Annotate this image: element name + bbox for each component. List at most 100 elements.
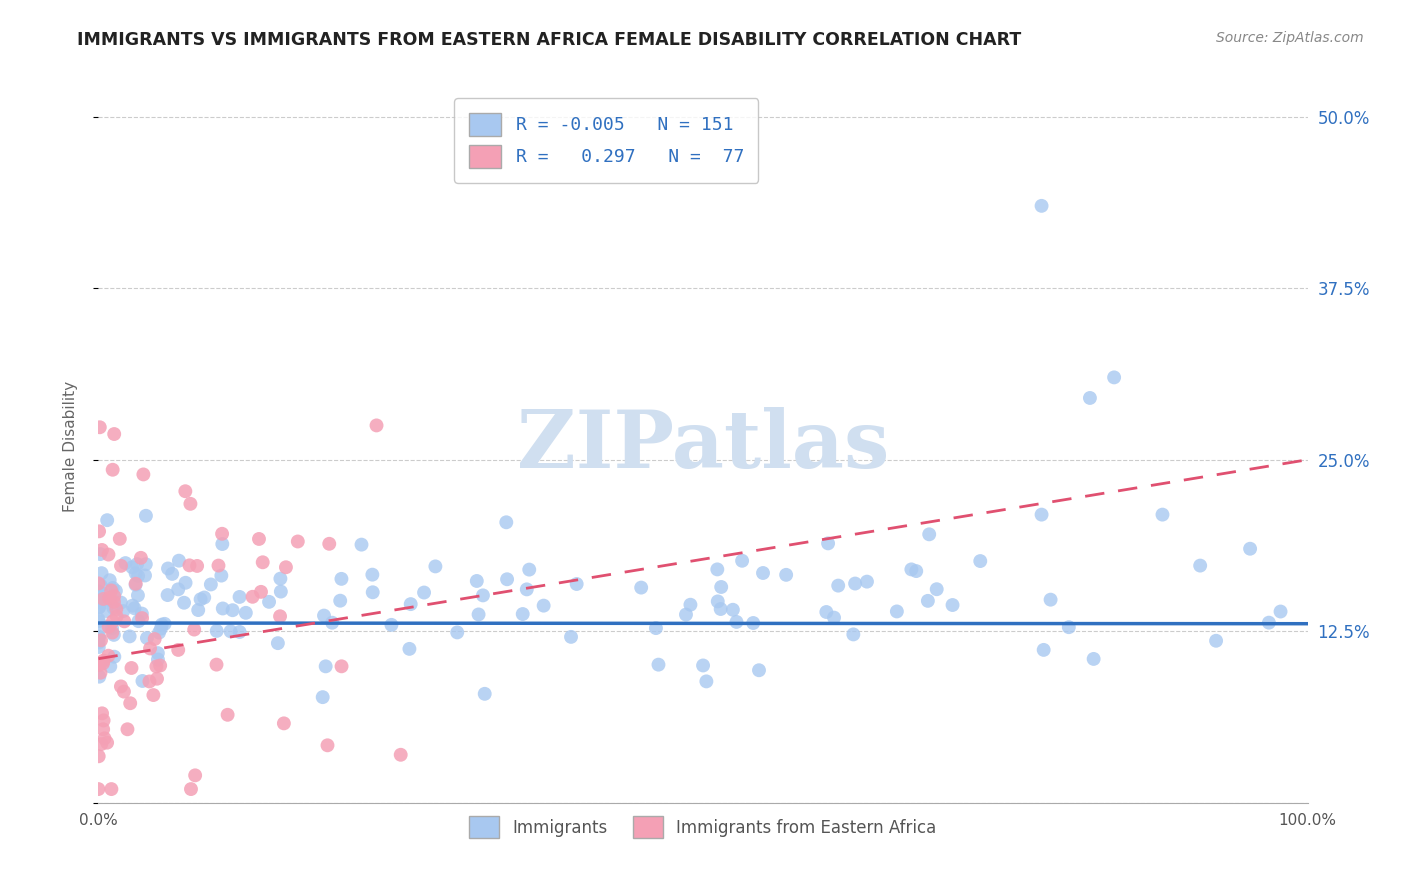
Point: [517, 563, 540, 577]
Point: [98, 659, 121, 673]
Point: [156, 588, 179, 602]
Point: [110, 558, 132, 573]
Point: [124, 577, 146, 591]
Point: [269, 609, 291, 624]
Point: [495, 516, 517, 530]
Point: [90, 578, 112, 592]
Point: [1039, 592, 1062, 607]
Point: [710, 580, 733, 594]
Point: [187, 603, 209, 617]
Point: [1239, 541, 1261, 556]
Point: [103, 628, 125, 642]
Point: [742, 615, 765, 630]
Point: [98, 591, 121, 606]
Point: [695, 674, 717, 689]
Point: [96, 513, 118, 527]
Point: [153, 616, 176, 631]
Point: [630, 581, 652, 595]
Point: [856, 574, 879, 589]
Point: [533, 599, 555, 613]
Point: [89, 596, 111, 610]
Point: [1257, 615, 1279, 630]
Point: [112, 604, 135, 618]
Point: [827, 579, 849, 593]
Point: [146, 672, 169, 686]
Point: [823, 610, 845, 624]
Point: [167, 582, 190, 597]
Point: [186, 558, 208, 573]
Point: [135, 558, 157, 572]
Point: [228, 590, 250, 604]
Point: [96, 736, 118, 750]
Point: [91, 543, 114, 558]
Point: [149, 658, 172, 673]
Point: [645, 621, 668, 635]
Point: [129, 550, 152, 565]
Point: [905, 564, 928, 578]
Point: [90, 586, 112, 600]
Point: [98, 573, 121, 587]
Point: [89, 670, 111, 684]
Point: [748, 663, 770, 677]
Point: [89, 547, 111, 561]
Point: [465, 574, 488, 588]
Point: [87, 630, 110, 644]
Point: [121, 560, 143, 574]
Point: [209, 568, 232, 582]
Point: [93, 619, 115, 633]
Point: [312, 608, 335, 623]
Point: [1152, 508, 1174, 522]
Point: [1032, 643, 1054, 657]
Point: [270, 584, 292, 599]
Point: [139, 641, 162, 656]
Point: [399, 597, 422, 611]
Point: [103, 595, 125, 609]
Point: [321, 615, 343, 630]
Point: [516, 582, 538, 597]
Point: [108, 532, 131, 546]
Point: [89, 665, 111, 680]
Point: [167, 643, 190, 657]
Point: [87, 614, 110, 628]
Point: [87, 630, 110, 644]
Point: [142, 688, 165, 702]
Point: [160, 566, 183, 581]
Point: [87, 749, 110, 764]
Point: [112, 684, 135, 698]
Point: [380, 618, 402, 632]
Point: [105, 602, 128, 616]
Point: [235, 606, 257, 620]
Point: [361, 567, 384, 582]
Point: [98, 593, 121, 607]
Point: [1057, 620, 1080, 634]
Point: [250, 585, 273, 599]
Point: [471, 588, 494, 602]
Point: [127, 569, 149, 583]
Point: [93, 654, 115, 668]
Point: [200, 577, 222, 591]
Point: [96, 604, 118, 618]
Point: [221, 603, 243, 617]
Point: [101, 615, 124, 629]
Point: [842, 627, 865, 641]
Point: [135, 508, 157, 523]
Point: [1102, 370, 1125, 384]
Y-axis label: Female Disability: Female Disability: [63, 380, 77, 512]
Point: [413, 585, 436, 599]
Point: [131, 607, 153, 621]
Point: [330, 572, 353, 586]
Point: [100, 583, 122, 598]
Point: [90, 566, 112, 581]
Point: [97, 548, 120, 562]
Point: [87, 657, 110, 672]
Point: [312, 690, 335, 705]
Point: [167, 554, 190, 568]
Point: [93, 731, 115, 746]
Point: [917, 594, 939, 608]
Point: [117, 723, 139, 737]
Point: [565, 577, 588, 591]
Point: [90, 633, 112, 648]
Point: [190, 592, 212, 607]
Point: [91, 723, 114, 737]
Point: [124, 576, 146, 591]
